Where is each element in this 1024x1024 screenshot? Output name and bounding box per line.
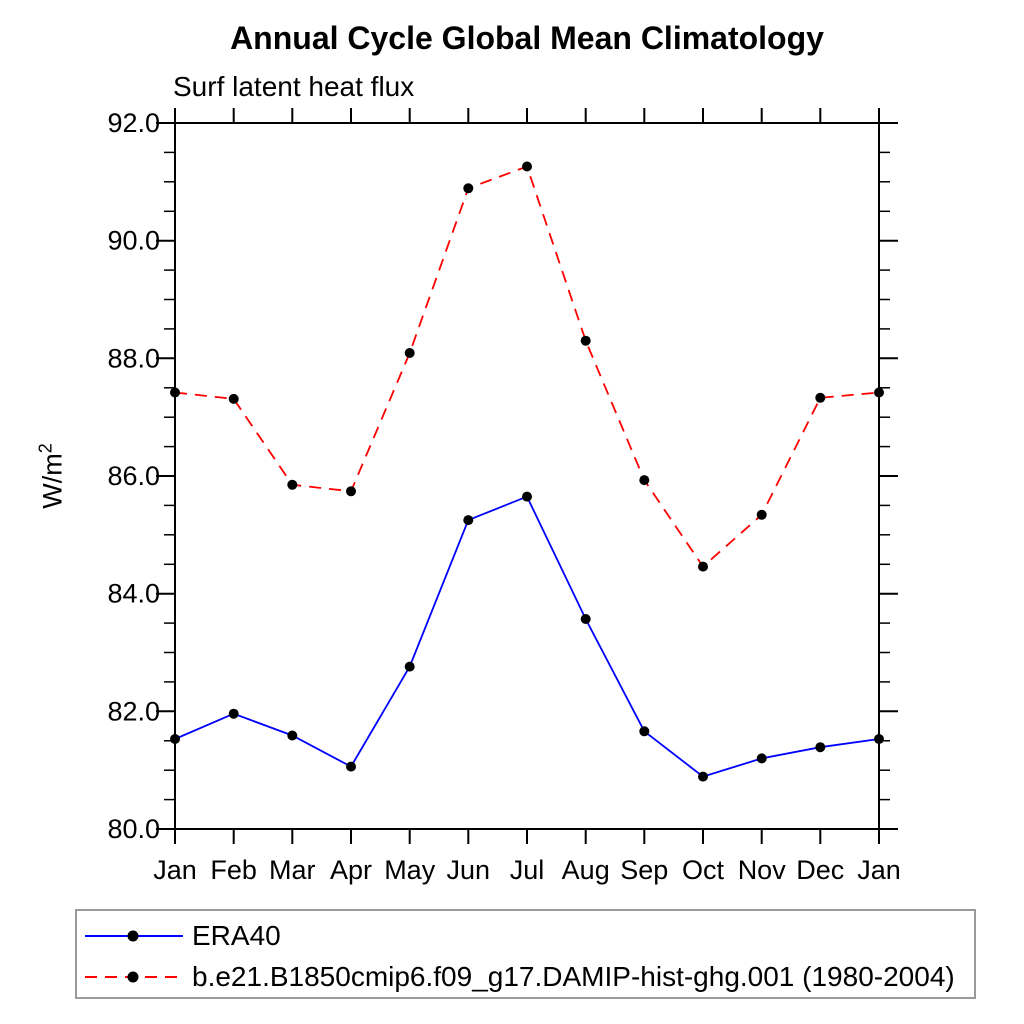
data-point-marker (756, 753, 767, 764)
x-tick-label: Jun (447, 855, 491, 885)
data-point-marker (756, 509, 767, 520)
legend-label-ghg: b.e21.B1850cmip6.f09_g17.DAMIP-hist-ghg.… (192, 960, 955, 992)
x-tick-label: Apr (330, 855, 372, 885)
x-tick-label: Dec (796, 855, 844, 885)
data-point-marker (170, 734, 180, 744)
y-tick-label: 84.0 (107, 579, 160, 609)
data-point-marker (698, 561, 708, 572)
data-point-marker (580, 614, 591, 624)
x-tick-label: Mar (269, 855, 316, 885)
legend-item-ghg: b.e21.B1850cmip6.f09_g17.DAMIP-hist-ghg.… (84, 956, 974, 997)
x-tick-label: Feb (210, 855, 257, 885)
data-point-marker (639, 726, 650, 737)
y-tick-label: 82.0 (107, 696, 160, 726)
data-point-marker (522, 161, 532, 172)
data-point-marker (228, 708, 239, 719)
legend-marker-dot-icon (127, 971, 139, 982)
legend-line-sample-solid (85, 930, 183, 941)
legend: ERA40 b.e21.B1850cmip6.f09_g17.DAMIP-his… (75, 909, 976, 999)
x-tick-label: May (384, 855, 436, 885)
x-tick-label: Oct (682, 855, 725, 885)
data-point-marker (698, 771, 708, 782)
data-point-marker (404, 661, 415, 672)
data-point-marker (404, 348, 415, 358)
data-point-marker (815, 742, 826, 753)
x-tick-label: Jan (153, 855, 197, 885)
data-point-marker (170, 387, 180, 398)
y-tick-label: 90.0 (107, 226, 160, 256)
data-point-marker (287, 479, 298, 490)
x-tick-label: Aug (562, 855, 610, 885)
data-point-marker (815, 392, 826, 403)
x-tick-label: Jul (510, 855, 545, 885)
legend-line-sample-dashed (85, 971, 183, 982)
legend-item-era40: ERA40 (84, 915, 974, 956)
data-point-marker (346, 761, 356, 772)
data-point-marker (463, 183, 474, 194)
series-line-0 (174, 495, 880, 778)
data-point-marker (287, 730, 298, 741)
data-point-marker (228, 393, 239, 404)
data-point-marker (874, 387, 884, 398)
series-line-1 (174, 165, 880, 568)
data-point-marker (346, 486, 356, 497)
chart-subtitle: Surf latent heat flux (173, 71, 415, 102)
data-point-marker (639, 475, 650, 486)
y-tick-label: 80.0 (107, 814, 160, 844)
x-tick-label: Sep (620, 855, 668, 885)
legend-label-era40: ERA40 (192, 919, 281, 951)
data-point-marker (463, 515, 474, 526)
chart-title: Annual Cycle Global Mean Climatology (230, 20, 824, 56)
x-tick-label: Nov (738, 855, 787, 885)
y-tick-label: 88.0 (107, 343, 160, 373)
y-tick-label: 86.0 (107, 461, 160, 491)
data-point-marker (874, 734, 884, 744)
plot-box (174, 122, 880, 830)
data-point-marker (522, 491, 532, 502)
x-tick-label: Jan (857, 855, 901, 885)
y-tick-label: 92.0 (107, 108, 160, 138)
data-point-marker (580, 335, 591, 346)
legend-marker-dot-icon (127, 930, 139, 941)
